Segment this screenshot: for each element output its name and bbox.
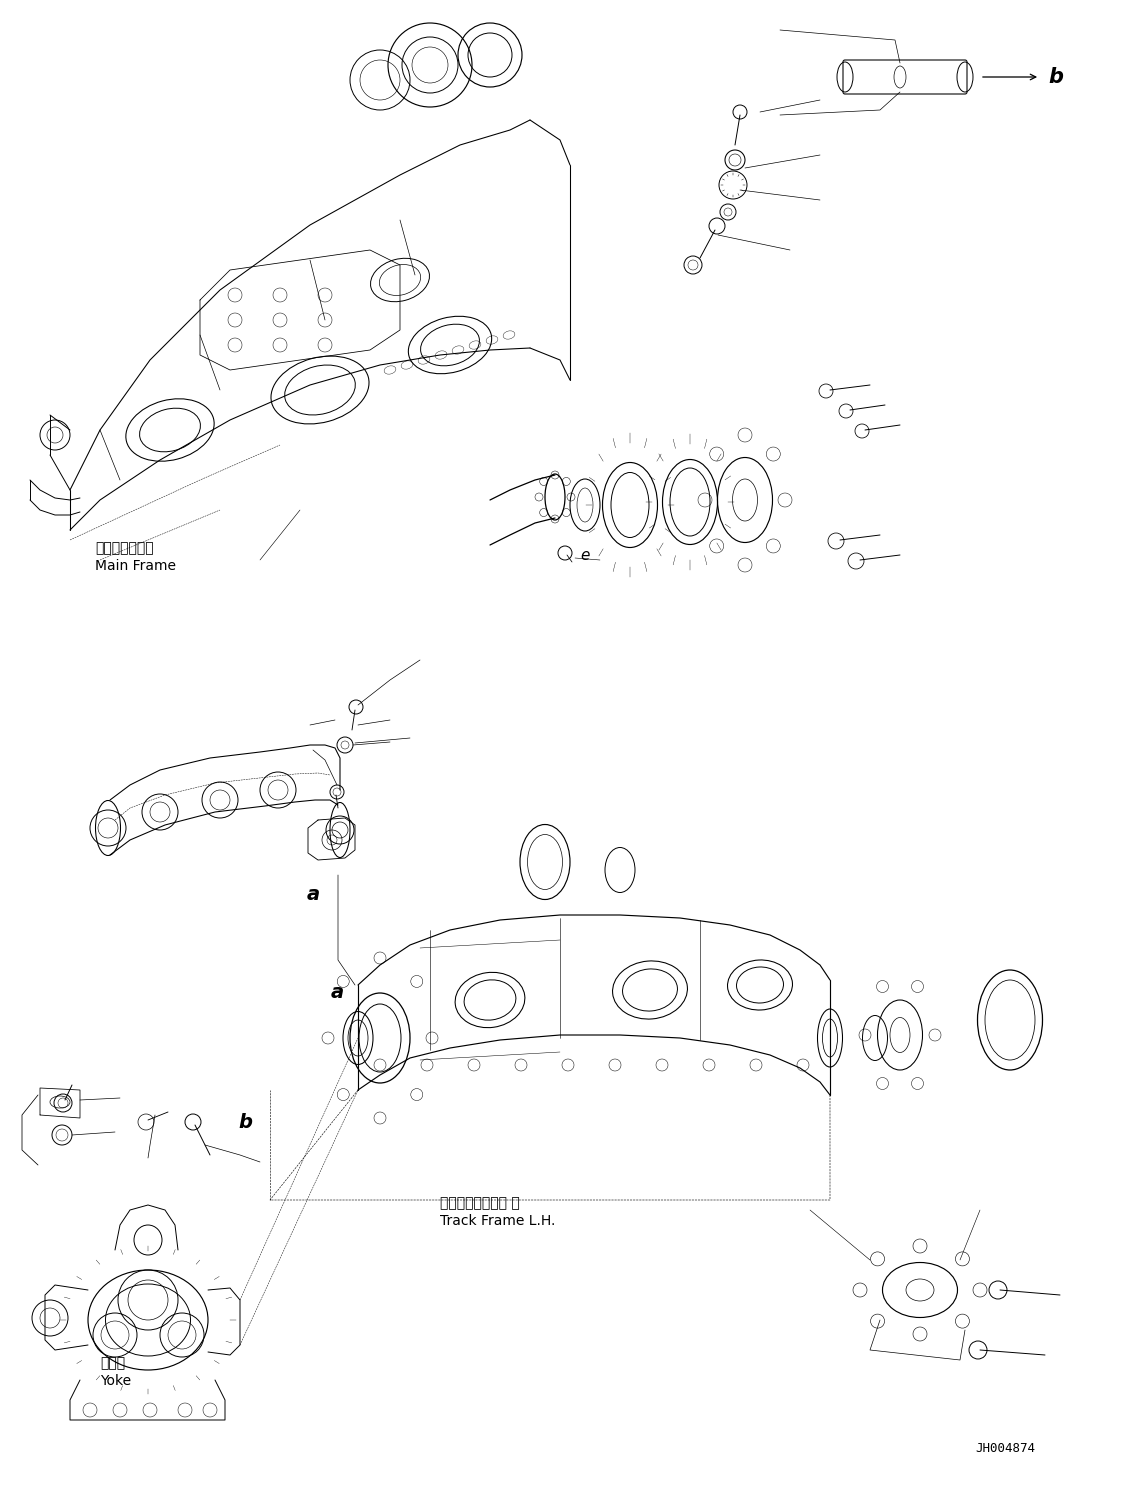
Text: ヨーク: ヨーク (100, 1355, 125, 1370)
Text: b: b (238, 1112, 252, 1132)
Text: JH004874: JH004874 (975, 1442, 1035, 1455)
Text: e: e (580, 547, 589, 562)
Text: a: a (330, 984, 344, 1002)
Text: Main Frame: Main Frame (95, 559, 176, 573)
Text: Yoke: Yoke (100, 1375, 132, 1388)
Text: トラックフレーム 左: トラックフレーム 左 (440, 1196, 520, 1211)
Text: Track Frame L.H.: Track Frame L.H. (440, 1214, 555, 1229)
Text: メインフレーム: メインフレーム (95, 541, 153, 555)
Text: b: b (1048, 67, 1063, 86)
Text: a: a (306, 886, 320, 905)
